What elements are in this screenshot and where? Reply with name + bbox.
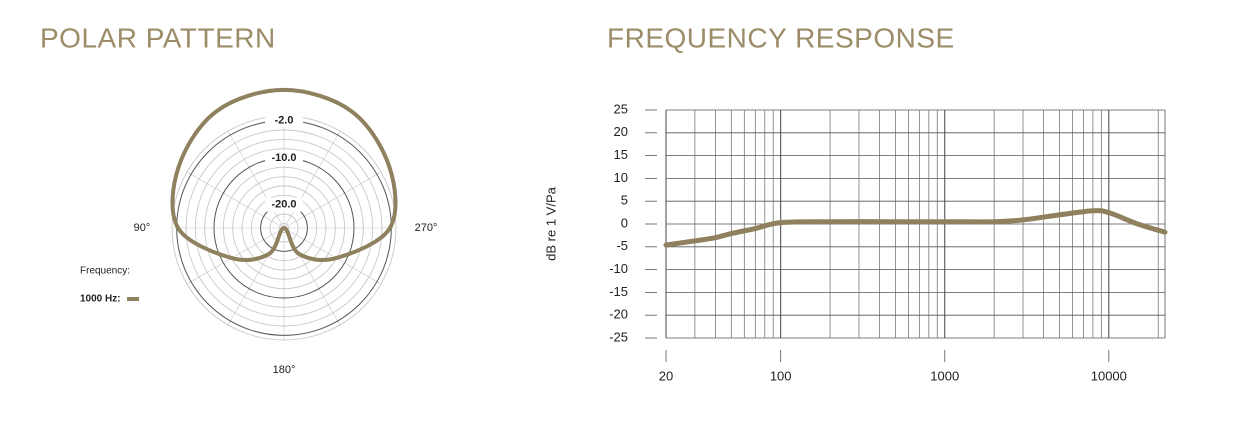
polar-title: POLAR PATTERN: [40, 22, 276, 53]
frequency-title: FREQUENCY RESPONSE: [607, 22, 955, 53]
ring-minor: [241, 185, 327, 271]
y-tick-label: -25: [609, 329, 628, 344]
response-line: [663, 208, 1168, 248]
x-tick-label: 10000: [1091, 368, 1127, 383]
ring-label: -2.0: [275, 115, 294, 127]
ring-label-bg: [265, 151, 303, 165]
x-tick-label: 100: [770, 368, 792, 383]
spoke: [283, 171, 382, 229]
legend-label: 1000 Hz:: [80, 294, 121, 305]
ring-minor: [278, 222, 290, 234]
ring-label-bg: [265, 197, 303, 212]
ring-minor: [185, 129, 383, 327]
ring-minor: [269, 213, 299, 243]
ring-label-bg: [265, 113, 303, 128]
y-tick-label: 20: [614, 124, 628, 139]
y-tick-label: 15: [614, 147, 628, 162]
polar-curve: [170, 87, 398, 262]
y-tick-label: -15: [609, 284, 628, 299]
legend-title: Frequency:: [80, 266, 130, 277]
spoke: [227, 130, 285, 229]
y-tick-label: 10: [614, 170, 628, 185]
y-axis-label: dB re 1 V/Pa: [543, 186, 558, 260]
spoke: [186, 171, 285, 229]
x-tick-label: 1000: [930, 368, 959, 383]
y-tick-label: 0: [621, 215, 628, 230]
y-tick-label: -10: [609, 261, 628, 276]
ring-label: -10.0: [271, 152, 296, 164]
ring-minor: [222, 166, 346, 290]
y-tick-label: 25: [614, 101, 628, 116]
ring-minor: [194, 138, 374, 318]
ring-minor: [204, 148, 364, 308]
y-tick-label: -20: [609, 307, 628, 322]
x-tick-label: 20: [659, 368, 673, 383]
ring-minor: [232, 176, 336, 280]
ring-label: -20.0: [271, 199, 296, 211]
ring-minor: [250, 194, 318, 262]
spoke: [186, 227, 285, 285]
spoke: [283, 130, 341, 229]
y-tick-label: 5: [621, 193, 628, 208]
y-tick-label: -5: [616, 238, 628, 253]
angle-label: 90°: [134, 222, 151, 234]
spoke: [283, 227, 382, 285]
angle-label: 180°: [273, 364, 296, 376]
angle-label: 270°: [415, 222, 438, 234]
